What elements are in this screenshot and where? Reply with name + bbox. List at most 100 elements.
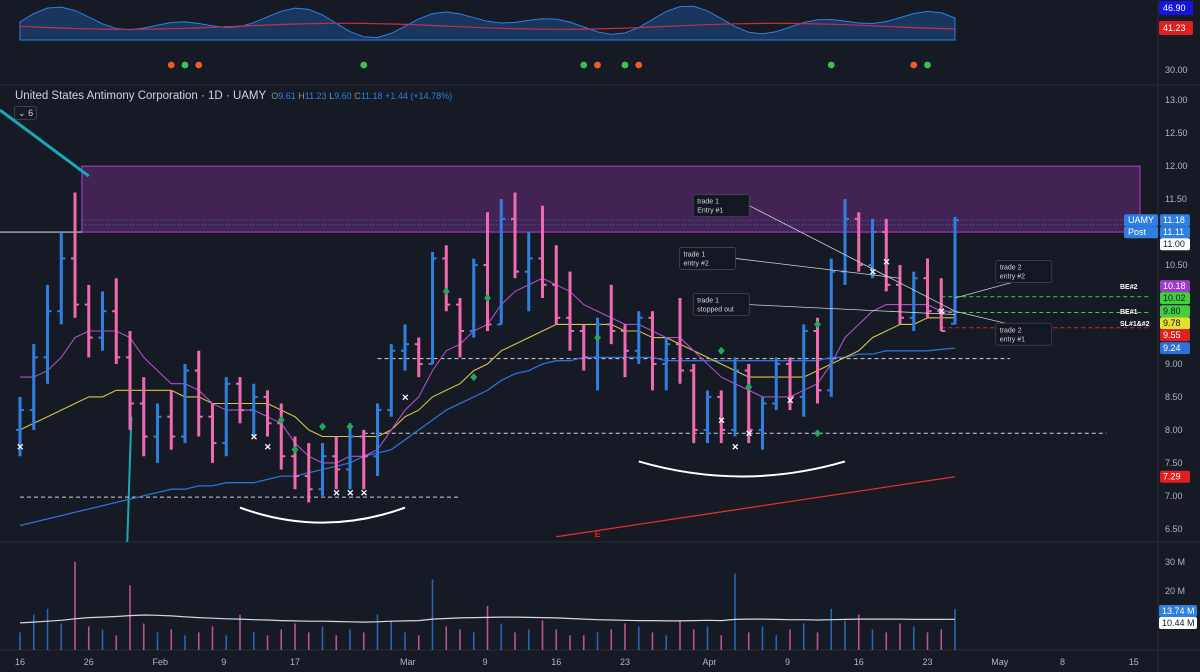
ohlc-bar	[387, 344, 396, 417]
time-tick-label: 17	[290, 657, 300, 667]
time-tick-label: Mar	[400, 657, 416, 667]
symbol-title[interactable]: United States Antimony Corporation · 1D …	[15, 90, 266, 102]
price-axis-label-text: 10.02	[1163, 293, 1186, 303]
ohlc-bar	[951, 216, 959, 325]
ohlc-bar	[373, 403, 382, 477]
exit-marker: ✕	[333, 488, 341, 498]
oscillator-value-text: 46.90	[1163, 3, 1186, 13]
ohlc-bar	[937, 278, 946, 332]
ohlc-bar	[71, 192, 79, 318]
signal-marker	[745, 383, 753, 392]
indicators-toggle[interactable]: ⌄ 6	[14, 106, 37, 120]
annotation-text: trade 1	[697, 298, 719, 305]
ohlc-bar	[442, 245, 451, 312]
ohlc-bar	[579, 324, 588, 371]
oscillator-signal-dot	[195, 61, 203, 69]
price-tag-text: UAMY	[1128, 215, 1154, 225]
price-tick-label: 13.00	[1165, 95, 1188, 105]
change-readout: +1.44 (+14.78%)	[385, 91, 453, 101]
ohlc-bar	[703, 390, 712, 444]
ohlc-bar	[799, 324, 808, 417]
annotation-text: entry #2	[1000, 274, 1025, 281]
ohlc-bar	[249, 383, 258, 437]
exit-marker: ✕	[732, 442, 740, 452]
price-axis-label-text: 11.18	[1163, 215, 1185, 225]
oscillator-value-label	[1159, 1, 1193, 15]
price-axis-label: 9.24	[1160, 342, 1190, 355]
time-tick-label: May	[991, 657, 1009, 667]
time-axis: 16 26 Feb 9 17 Mar 9 16 23 Apr 9 16 23 May 8 15	[15, 657, 1139, 667]
ohlc-bar	[607, 284, 616, 345]
oscillator-signal-dot	[594, 61, 601, 69]
exit-marker: ✕	[402, 392, 410, 402]
ohlc-bar	[909, 271, 918, 331]
ohlc-bar	[222, 377, 231, 457]
ohlc-bar	[634, 311, 643, 364]
ohlc-bar	[414, 337, 423, 378]
price-axis-label-text: 11.00	[1163, 239, 1185, 249]
ohlc-bar	[359, 429, 368, 490]
price-axis-label-text: 10.18	[1163, 281, 1186, 291]
trade-annotation: trade 2 entry #2	[954, 260, 1053, 299]
ohlc-bar	[291, 436, 299, 490]
ohlc-bar	[731, 357, 739, 437]
chart-header: United States Antimony Corporation · 1D …	[15, 90, 452, 102]
time-tick-label: 16	[551, 657, 561, 667]
teal-trendline	[0, 108, 90, 178]
ohlc-bar	[84, 284, 93, 358]
time-tick-label: 15	[1129, 657, 1139, 667]
ohlc-bar	[772, 357, 781, 411]
time-tick-label: 16	[854, 657, 864, 667]
price-axis-label: 10.02	[1160, 292, 1190, 305]
price-tick-label: 12.00	[1165, 161, 1188, 171]
ohlc-bar	[236, 377, 244, 424]
annotation-box	[995, 260, 1053, 284]
ohlc-bar	[16, 396, 24, 457]
price-axis-label-bg	[1160, 214, 1190, 227]
oscillator-signal-dot	[635, 61, 643, 69]
annotation-leader	[749, 205, 956, 312]
ohlc-bar	[318, 443, 327, 496]
trade-annotation: trade 1 entry #2	[679, 247, 901, 279]
price-tag-bg	[1124, 226, 1158, 239]
volume-value-text: 10.44 M	[1162, 618, 1195, 628]
time-tick-label: 9	[221, 657, 226, 667]
price-axis-label: 9.80 BE#1	[1120, 305, 1190, 318]
exit-marker: ✕	[250, 432, 258, 442]
annotation-text: trade 1	[684, 251, 706, 258]
signal-marker	[470, 373, 478, 382]
volume-value-text: 13.74 M	[1162, 606, 1195, 616]
annotation-text: entry #2	[684, 260, 709, 267]
ohlc-bar	[593, 317, 602, 391]
oscillator-average-line	[19, 22, 956, 30]
ohlc-bar	[813, 317, 822, 404]
time-tick-label: 23	[620, 657, 630, 667]
ohlc-bar	[758, 396, 767, 450]
oscillator-signal-dot	[181, 61, 189, 69]
signal-marker	[291, 445, 299, 454]
signal-marker	[814, 320, 821, 329]
exit-marker: ✕	[718, 416, 726, 426]
signal-marker	[442, 287, 450, 296]
indicator-count: 6	[28, 108, 34, 118]
exit-marker: ✕	[347, 488, 355, 498]
oscillator-signal-dot	[827, 61, 835, 69]
ohlc-bar	[346, 423, 354, 490]
ohlc-bar	[648, 311, 657, 391]
oscillator-tick-label: 30.00	[1165, 65, 1188, 75]
price-axis-label-bg	[1160, 329, 1190, 342]
ohlc-bar	[43, 284, 52, 384]
volume-average-line	[19, 614, 956, 624]
volume-tick-label: 20 M	[1165, 586, 1185, 596]
price-axis-label-bg	[1160, 342, 1190, 355]
teal-trendline	[126, 416, 133, 543]
trade-annotation: trade 1 Entry #1	[692, 194, 956, 312]
ohlc-bar	[456, 298, 464, 358]
price-axis-label-text: 9.55	[1163, 330, 1181, 340]
price-tick-label: 7.00	[1165, 491, 1183, 501]
annotation-text: stopped out	[697, 307, 734, 314]
oscillator-signal-dot	[360, 61, 368, 69]
base-arc	[239, 506, 406, 524]
price-tick-label: 12.50	[1165, 128, 1188, 138]
